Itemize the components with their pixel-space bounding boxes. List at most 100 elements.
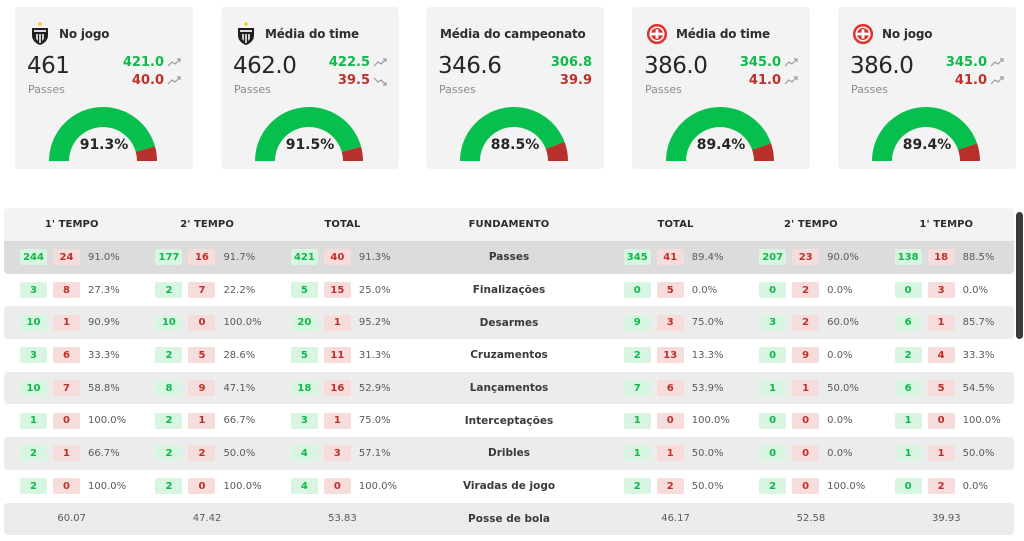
stat-cell: 2 1 66.7% <box>139 412 274 429</box>
card-total-value: 461 <box>27 53 70 79</box>
success-rate: 0.0% <box>691 284 718 296</box>
success-badge: 10 <box>20 314 47 331</box>
stat-cell: 4 0 100.0% <box>275 478 410 495</box>
fail-badge: 0 <box>792 445 820 462</box>
success-badge: 207 <box>759 249 787 266</box>
gauge-percentage: 89.4% <box>902 137 952 153</box>
success-badge: 9 <box>623 314 651 331</box>
fundamento-cell: Dribles <box>410 447 607 459</box>
fail-badge: 2 <box>188 445 216 462</box>
stat-cell: 3 2 60.0% <box>743 314 878 331</box>
fundamento-label: Interceptações <box>464 414 554 427</box>
table-row[interactable]: 244 24 91.0% 177 16 91.7% 421 40 91.3% Passes 345 4… <box>4 241 1014 274</box>
success-rate: 91.0% <box>88 251 120 263</box>
trend-down-icon <box>373 77 387 86</box>
card-total-value: 386.0 <box>644 53 708 79</box>
posse-value: 60.07 <box>57 513 87 525</box>
column-header[interactable]: FUNDAMENTO <box>468 219 550 230</box>
success-badge: 8 <box>155 380 183 397</box>
stat-cell: 138 18 88.5% <box>879 249 1014 266</box>
success-rate: 52.9% <box>358 382 391 394</box>
success-rate: 66.7% <box>88 447 120 459</box>
card-total-value: 386.0 <box>850 53 914 79</box>
success-rate: 90.9% <box>88 317 120 329</box>
success-rate: 100.0% <box>358 480 398 492</box>
fail-badge: 6 <box>656 380 684 397</box>
fail-badge: 2 <box>792 314 820 331</box>
column-header[interactable]: 2' TEMPO <box>180 219 234 230</box>
fail-badge: 1 <box>53 314 80 331</box>
card-header: Média do campeonato <box>440 21 586 47</box>
fail-badge: 23 <box>792 249 820 266</box>
card-title: Média do time <box>265 27 359 41</box>
gauge-success-arc <box>872 106 978 161</box>
summary-card: Média do time 386.0 Passes 345.0 41.0 89.4% <box>632 7 810 169</box>
stat-cell: 1 1 50.0% <box>608 445 743 462</box>
card-title: Média do time <box>676 27 770 41</box>
table-row[interactable]: 2 0 100.0% 2 0 100.0% 4 0 100.0% Viradas de jogo 2… <box>4 470 1014 503</box>
fail-badge: 5 <box>656 282 684 299</box>
stat-cell: 0 2 0.0% <box>743 282 878 299</box>
fail-badge: 1 <box>323 412 351 429</box>
fundamento-label: Dribles <box>488 447 530 460</box>
success-badge: 0 <box>894 282 922 299</box>
success-badge: 2 <box>20 445 47 462</box>
fail-badge: 8 <box>53 282 80 299</box>
atletico-mg-crest-icon <box>32 22 48 45</box>
success-rate: 33.3% <box>88 349 120 361</box>
stat-cell: 1 1 50.0% <box>743 380 878 397</box>
success-rate: 27.3% <box>88 284 120 296</box>
success-rate: 66.7% <box>223 415 256 427</box>
success-rate: 100.0% <box>88 415 127 427</box>
fundamento-label: Cruzamentos <box>470 349 548 362</box>
success-badge: 3 <box>20 282 47 299</box>
card-stats: 421.0 40.0 <box>123 54 181 90</box>
column-header[interactable]: 1' TEMPO <box>919 219 974 230</box>
success-badge: 1 <box>623 412 651 429</box>
table-row[interactable]: 2 1 66.7% 2 2 50.0% 4 3 57.1% Dribles 1 1 50.0% 0 0 0.0… <box>4 437 1014 470</box>
table-row[interactable]: 10 7 58.8% 8 9 47.1% 18 16 52.9% Lançamentos 7 6 53.… <box>4 371 1014 405</box>
fail-badge: 1 <box>53 445 80 462</box>
fail-badge: 15 <box>323 282 351 299</box>
success-badge: 2 <box>155 412 183 429</box>
fail-badge: 40 <box>323 249 351 266</box>
gauge-success-arc <box>49 107 155 161</box>
stat-cell: 5 15 25.0% <box>275 282 410 299</box>
table-header: 1' TEMPO 2' TEMPO TOTAL FUNDAMENTO TOTAL 2' T… <box>4 208 1014 241</box>
success-rate: 91.7% <box>223 251 256 263</box>
fail-badge: 0 <box>792 478 820 495</box>
column-header[interactable]: 1' TEMPO <box>44 219 99 230</box>
card-metric-label: Passes <box>234 83 271 96</box>
scrollbar[interactable] <box>1016 212 1023 339</box>
column-header[interactable]: TOTAL <box>657 219 694 230</box>
gauge-percentage: 88.5% <box>490 137 540 153</box>
card-header: No jogo <box>852 21 932 47</box>
success-rate: 75.0% <box>358 415 391 427</box>
gauge-success-arc <box>460 107 565 161</box>
stat-cell: 244 24 91.0% <box>4 249 139 266</box>
gauge-fail-arc <box>545 141 568 161</box>
fail-count: 40.0 <box>131 73 164 88</box>
stat-cell: 2 2 50.0% <box>139 445 274 462</box>
table-row[interactable]: 1 0 100.0% 2 1 66.7% 3 1 75.0% Interceptações 1 0 10… <box>4 404 1014 437</box>
stat-cell: 5 11 31.3% <box>275 347 410 364</box>
success-badge: 0 <box>623 282 651 299</box>
stat-cell: 2 1 66.7% <box>4 445 139 462</box>
fail-badge: 2 <box>927 478 955 495</box>
stat-cell: 2 0 100.0% <box>4 478 139 495</box>
success-count: 306.8 <box>550 55 592 70</box>
success-rate: 13.3% <box>691 349 724 361</box>
table-row-posse[interactable]: 60.07 47.42 53.83 Posse de bola 46.17 52.58 39… <box>4 502 1014 536</box>
table-row[interactable]: 3 8 27.3% 2 7 22.2% 5 15 25.0% Finalizações 0 5 0.0%… <box>4 274 1014 307</box>
table-row[interactable]: 3 6 33.3% 2 5 28.6% 5 11 31.3% Cruzamentos 2 13 13.3… <box>4 339 1014 372</box>
fail-badge: 0 <box>188 478 216 495</box>
success-rate: 100.0% <box>88 480 127 492</box>
column-header[interactable]: TOTAL <box>324 219 361 230</box>
posse-value: 47.42 <box>192 513 222 525</box>
success-badge: 3 <box>759 314 787 331</box>
success-rate: 75.0% <box>691 317 724 329</box>
column-header[interactable]: 2' TEMPO <box>784 219 838 230</box>
table-row[interactable]: 10 1 90.9% 10 0 100.0% 20 1 95.2% Desarmes 9 3 75.0%… <box>4 306 1014 340</box>
card-total-value: 346.6 <box>438 53 502 79</box>
fail-badge: 2 <box>792 282 820 299</box>
